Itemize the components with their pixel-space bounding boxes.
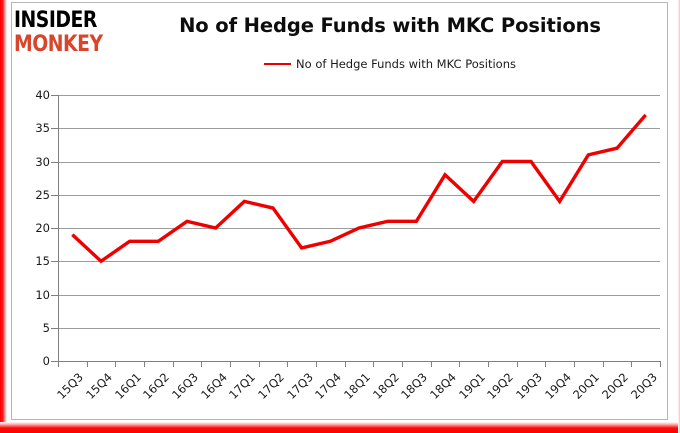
gridline [58,327,660,329]
x-axis-tick [86,361,88,367]
x-axis-tick [258,361,260,367]
y-axis-tick [51,327,58,329]
x-axis-labels: 15Q3 15Q4 16Q1 16Q2 16Q3 16Q4 17Q1 17Q2 17Q3 17Q4… [54,370,660,422]
x-axis-tick [602,361,604,367]
x-axis-line [58,361,660,362]
y-tick-label: 25 [35,187,50,202]
y-tick-label: 5 [42,320,50,335]
logo-text-insider: INSIDER [14,8,97,33]
bottom-red-border [0,422,680,433]
y-tick-label: 10 [35,287,50,302]
gridline [58,194,660,196]
x-axis-tick [631,361,633,367]
x-axis-tick [58,361,59,367]
x-axis-tick [172,361,174,367]
y-tick-label: 0 [42,354,50,368]
y-axis-labels: 0 5 10 15 20 25 30 35 40 [18,88,50,368]
x-axis-tick [201,361,203,367]
x-axis-tick [287,361,289,367]
y-axis-tick [51,128,58,130]
x-axis-tick [660,361,661,367]
y-axis-tick [51,228,58,229]
x-axis-tick [574,361,575,367]
x-axis-tick [373,361,375,367]
x-axis-tick [488,361,489,367]
x-axis-tick [230,361,231,367]
x-axis-tick [344,361,346,367]
y-axis-tick [51,194,58,196]
y-axis-tick [51,261,58,263]
insider-monkey-logo: INSIDER MONKEY [14,10,130,56]
chart-title: No of Hedge Funds with MKC Positions [179,14,601,37]
x-axis-tick [459,361,461,367]
gridline [58,161,660,163]
x-axis-tick [316,361,317,367]
y-tick-label: 20 [35,221,50,235]
x-axis-tick [144,361,145,367]
x-axis-tick [115,361,117,367]
y-tick-label: 15 [35,254,50,269]
x-axis-tick [430,361,432,367]
right-border [678,0,680,433]
legend-label: No of Hedge Funds with MKC Positions [296,57,516,71]
y-axis-tick [51,361,58,362]
gridline [58,95,660,96]
y-tick-label: 35 [35,121,50,136]
gridline [58,261,660,263]
gridline [58,128,660,130]
y-axis-tick [51,294,58,296]
data-series-line [71,113,647,264]
left-red-border [0,0,7,433]
y-tick-label: 40 [35,88,50,102]
legend-line-swatch [264,63,292,65]
y-axis-tick [51,95,58,96]
x-axis-tick [545,361,547,367]
y-axis-tick [51,161,58,163]
gridline [58,294,660,296]
series-line [71,113,647,264]
x-axis-tick [402,361,403,367]
logo-text-monkey: MONKEY [14,32,103,57]
chart-legend: No of Hedge Funds with MKC Positions [130,57,650,71]
y-axis-line [58,95,59,361]
x-axis-tick [516,361,518,367]
y-tick-label: 30 [35,154,50,169]
